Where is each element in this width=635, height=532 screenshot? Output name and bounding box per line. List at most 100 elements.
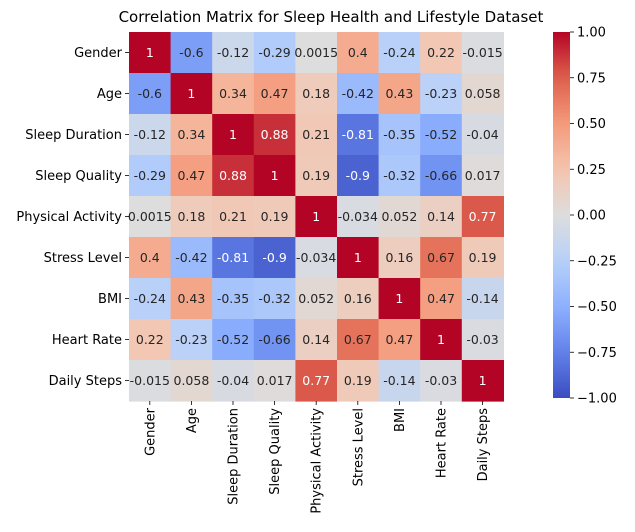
cell-annotation: 1 (479, 373, 487, 388)
heatmap-cell (337, 237, 380, 279)
heatmap-cell (212, 319, 255, 361)
cell-annotation: -0.32 (258, 291, 290, 306)
colorbar-gradient (553, 32, 570, 398)
heatmap-cell (129, 319, 172, 361)
cell-annotation: -0.29 (134, 168, 166, 183)
heatmap-cell (420, 278, 463, 320)
heatmap-cell (461, 278, 504, 320)
heatmap-cell (253, 319, 296, 361)
heatmap-cell (461, 360, 504, 402)
heatmap-cell (170, 319, 213, 361)
heatmap-cell (129, 73, 172, 115)
cell-annotation: 0.34 (219, 86, 247, 101)
y-tick-label: Age (97, 87, 122, 102)
heatmap-cell (295, 360, 338, 402)
heatmap-cell (129, 237, 172, 279)
x-tick-label: Daily Steps (476, 408, 491, 482)
heatmap-cell (212, 196, 255, 238)
heatmap-cell (337, 319, 380, 361)
cell-annotation: 0.47 (261, 86, 289, 101)
cell-annotation: -0.81 (217, 250, 249, 265)
cell-annotation: -0.24 (134, 291, 166, 306)
heatmap-cell (129, 196, 172, 238)
heatmap-cell (378, 155, 421, 197)
y-tick-label: Stress Level (44, 251, 122, 266)
y-tick-label: Sleep Quality (35, 169, 122, 184)
cell-annotation: 0.18 (302, 86, 330, 101)
heatmap-cell (420, 73, 463, 115)
cell-annotation: 0.16 (385, 250, 413, 265)
cell-annotation: 0.14 (427, 209, 455, 224)
cell-annotation: -0.66 (425, 168, 457, 183)
heatmap-cell (295, 73, 338, 115)
heatmap-cell (170, 32, 213, 74)
cell-annotation: 0.21 (219, 209, 247, 224)
cell-annotation: 0.16 (344, 291, 372, 306)
cell-annotation: 0.19 (469, 250, 497, 265)
heatmap-cell (420, 155, 463, 197)
cell-annotation: -0.14 (466, 291, 498, 306)
cell-annotation: 1 (312, 209, 320, 224)
heatmap-cell (212, 360, 255, 402)
heatmap-cell (420, 32, 463, 74)
cell-annotation: -0.04 (466, 127, 498, 142)
cell-annotation: 0.058 (174, 373, 210, 388)
heatmap-cell (253, 155, 296, 197)
heatmap-cell (337, 73, 380, 115)
heatmap-cell (420, 319, 463, 361)
heatmap-cell (253, 360, 296, 402)
colorbar-tick-label: 0.00 (577, 209, 606, 224)
heatmap-cell (378, 237, 421, 279)
heatmap-cell (420, 114, 463, 156)
cell-annotation: -0.12 (134, 127, 166, 142)
cell-annotation: 0.88 (219, 168, 247, 183)
y-tick-label: BMI (98, 292, 122, 307)
cell-annotation: 0.67 (427, 250, 455, 265)
cell-annotation: -0.81 (342, 127, 374, 142)
x-tick-label: Stress Level (351, 408, 366, 486)
heatmap-cell (170, 155, 213, 197)
heatmap-cell (129, 278, 172, 320)
cell-annotation: 0.77 (302, 373, 330, 388)
cell-annotation: -0.42 (342, 86, 374, 101)
heatmap-cell (378, 360, 421, 402)
colorbar-tick-label: 0.50 (577, 117, 606, 132)
colorbar: 1.00 0.75 0.50 0.25 0.00 −0.25 −0.50 −0.75 −1.00 (553, 26, 617, 407)
cell-annotation: 0.0015 (128, 209, 172, 224)
y-tick-label: Sleep Duration (25, 128, 122, 143)
heatmap-cell (337, 155, 380, 197)
heatmap-cell (212, 32, 255, 74)
x-tick-label: Sleep Duration (227, 408, 242, 505)
cell-annotation: -0.35 (383, 127, 415, 142)
heatmap-cell (461, 319, 504, 361)
heatmap-cell (337, 32, 380, 74)
x-tick-label: Age (185, 408, 200, 433)
cell-annotation: 0.43 (177, 291, 205, 306)
cell-annotation: 1 (395, 291, 403, 306)
cell-annotation: -0.52 (217, 332, 249, 347)
x-tick-label: Sleep Quality (268, 408, 283, 495)
cell-annotation: 1 (187, 86, 195, 101)
heatmap-cell (212, 237, 255, 279)
heatmap-cell (170, 360, 213, 402)
y-tick-label: Daily Steps (49, 374, 123, 389)
cell-annotation: -0.32 (383, 168, 415, 183)
colorbar-tick-label: −1.00 (577, 392, 617, 407)
heatmap-cell (129, 155, 172, 197)
cell-annotation: -0.23 (425, 86, 457, 101)
heatmap-cell (170, 278, 213, 320)
cell-annotation: -0.9 (262, 250, 286, 265)
heatmap-cell (295, 155, 338, 197)
heatmap-cell (378, 319, 421, 361)
cell-annotation: 0.0015 (294, 45, 338, 60)
cell-annotation: 0.14 (302, 332, 330, 347)
cell-annotation: 0.47 (427, 291, 455, 306)
cell-annotation: 0.22 (427, 45, 455, 60)
heatmap-cell (212, 114, 255, 156)
cell-annotation: -0.23 (175, 332, 207, 347)
heatmap-cell (170, 237, 213, 279)
heatmap-cell (295, 319, 338, 361)
cell-annotation: 0.18 (177, 209, 205, 224)
cell-annotation: 0.67 (344, 332, 372, 347)
x-tick-label: Physical Activity (310, 408, 325, 514)
